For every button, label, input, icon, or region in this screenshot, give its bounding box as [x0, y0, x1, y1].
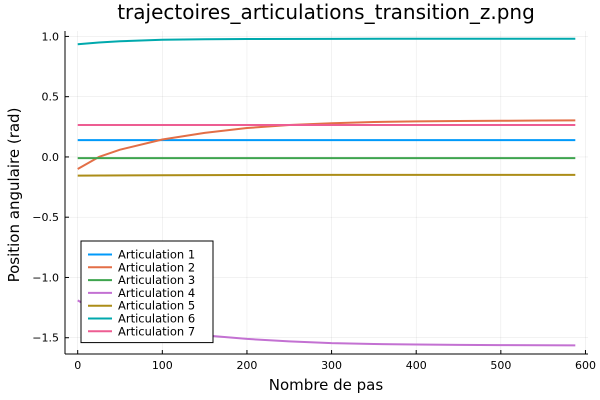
legend-entry: Articulation 1 [118, 248, 195, 262]
legend-entry: Articulation 2 [118, 260, 195, 274]
legend-entry: Articulation 3 [118, 273, 195, 287]
x-tick-label: 300 [321, 359, 342, 372]
y-tick-label: −1.0 [32, 271, 59, 284]
series-line-6 [77, 37, 576, 46]
x-axis-label: Nombre de pas [269, 376, 384, 394]
legend-entry: Articulation 6 [118, 312, 195, 326]
legend-entry: Articulation 5 [118, 299, 195, 313]
legend-box [80, 240, 214, 344]
legend-entry: Articulation 4 [118, 286, 195, 300]
axes [64, 31, 588, 355]
y-tick-label: −0.5 [32, 211, 59, 224]
y-axis-label: Position angulaire (rad) [5, 108, 23, 283]
legend-entry: Articulation 7 [118, 324, 195, 338]
chart-title: trajectoires_articulations_transition_z.… [117, 0, 535, 24]
x-tick-label: 400 [406, 359, 427, 372]
series-lines [77, 37, 576, 347]
x-tick-label: 0 [74, 359, 81, 372]
x-tick-label: 200 [236, 359, 257, 372]
tick-labels: 0 100 200 300 400 500 600 −1.5 −1.0 −0.5 0.0 0.5 1.0 [32, 30, 596, 372]
y-tick-label: −1.5 [32, 332, 59, 345]
y-tick-label: 1.0 [42, 30, 60, 43]
x-tick-label: 500 [490, 359, 511, 372]
series-line-5 [77, 173, 576, 177]
x-tick-label: 600 [575, 359, 596, 372]
y-tick-label: 0.0 [42, 151, 60, 164]
x-tick-label: 100 [152, 359, 173, 372]
y-tick-label: 0.5 [42, 91, 60, 104]
